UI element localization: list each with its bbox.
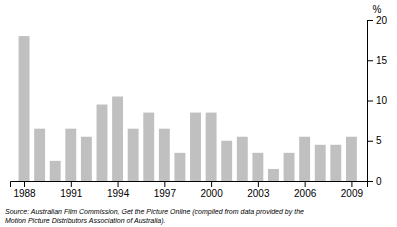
x-tick: 2003 xyxy=(247,181,270,199)
bar xyxy=(252,153,263,181)
x-tick: 2000 xyxy=(200,181,223,199)
bar xyxy=(19,36,30,181)
x-tick-label: 2003 xyxy=(247,188,270,199)
bar xyxy=(315,145,326,181)
y-tick-mark xyxy=(367,101,373,102)
bar xyxy=(143,113,154,181)
x-tick-mark xyxy=(24,181,25,187)
bar xyxy=(268,169,279,181)
x-axis-line xyxy=(11,182,368,188)
source: Source: Australian Film Commission, Get … xyxy=(5,208,304,225)
x-tick-label: 1988 xyxy=(13,188,36,199)
y-tick-label: 0 xyxy=(376,176,382,187)
y-tick-label: 20 xyxy=(376,15,388,26)
chart: 1988 1991 1994 1997 2000 2003 2006 2009 0 5 10 15 20… xyxy=(0,0,397,227)
y-axis-label: % xyxy=(373,4,382,15)
bar xyxy=(159,129,170,181)
x-tick-mark xyxy=(211,181,212,187)
y-tick-mark xyxy=(367,141,373,142)
x-tick-mark xyxy=(258,181,259,187)
x-tick-mark xyxy=(118,181,119,187)
x-tick: 1991 xyxy=(60,181,83,199)
x-tick: 1994 xyxy=(107,181,130,199)
x-tick-mark xyxy=(71,181,72,187)
y-tick-label: 5 xyxy=(376,135,382,146)
bar xyxy=(284,153,295,181)
y-tick: 20 xyxy=(367,15,388,26)
bar xyxy=(34,129,45,181)
y-tick: 15 xyxy=(367,55,388,66)
x-tick-label: 1991 xyxy=(60,188,83,199)
x-tick: 1988 xyxy=(13,181,36,199)
y-axis: 0 5 10 15 20 xyxy=(367,15,388,187)
x-tick-mark xyxy=(305,181,306,187)
y-tick-mark xyxy=(367,60,373,61)
bar xyxy=(50,161,61,181)
y-tick-label: 10 xyxy=(376,95,388,106)
y-tick-mark xyxy=(367,20,373,21)
x-tick-label: 2009 xyxy=(341,188,364,199)
y-tick: 0 xyxy=(367,176,382,187)
bar xyxy=(206,113,217,181)
bar xyxy=(221,141,232,181)
bar xyxy=(299,137,310,181)
y-tick-mark xyxy=(367,181,373,182)
bar xyxy=(174,153,185,181)
y-axis-line xyxy=(368,21,374,182)
bar xyxy=(81,137,92,181)
bar xyxy=(112,96,123,181)
bar xyxy=(330,145,341,181)
bar xyxy=(346,137,357,181)
x-tick-label: 2006 xyxy=(294,188,317,199)
y-tick-label: 15 xyxy=(376,55,388,66)
bar xyxy=(190,113,201,181)
x-tick: 2009 xyxy=(341,181,364,199)
x-axis: 1988 1991 1994 1997 2000 2003 2006 2009 xyxy=(11,181,368,199)
bar xyxy=(97,105,108,181)
x-tick-label: 1994 xyxy=(107,188,130,199)
bar xyxy=(128,129,139,181)
y-tick: 10 xyxy=(367,95,388,106)
x-tick-mark xyxy=(351,181,352,187)
x-tick-label: 1997 xyxy=(154,188,177,199)
bar xyxy=(65,129,76,181)
source-text: Source: Australian Film Commission, Get … xyxy=(5,208,304,216)
bar xyxy=(237,137,248,181)
x-tick-label: 2000 xyxy=(200,188,223,199)
y-tick: 5 xyxy=(367,135,382,146)
x-tick-mark xyxy=(164,181,165,187)
bars xyxy=(19,36,357,181)
source-text: Motion Picture Distributors Association … xyxy=(5,217,166,225)
x-tick: 1997 xyxy=(154,181,177,199)
x-tick: 2006 xyxy=(294,181,317,199)
